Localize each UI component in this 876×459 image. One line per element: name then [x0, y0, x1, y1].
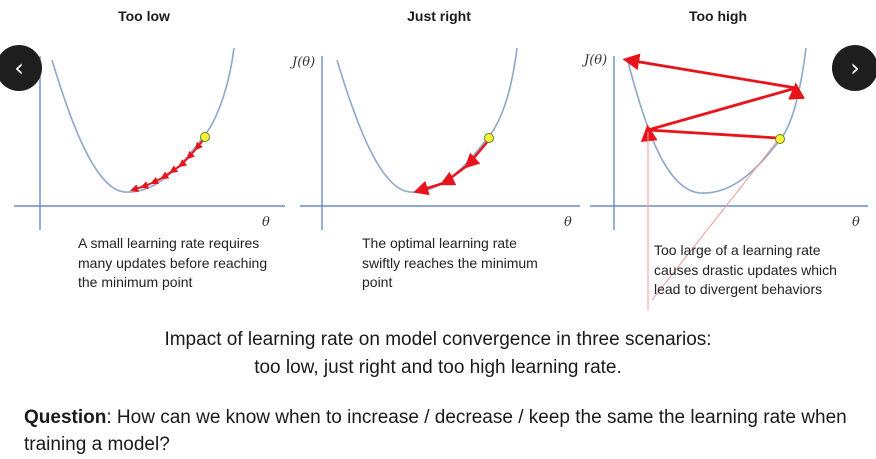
- start-point: [484, 133, 494, 143]
- panel-title-too-low: Too low: [118, 8, 170, 24]
- y-axis-label: J(θ): [581, 53, 607, 68]
- panel-title-too-high: Too high: [688, 8, 748, 24]
- start-point: [775, 134, 785, 144]
- next-slide-button[interactable]: ›: [832, 45, 876, 91]
- cost-curve: [627, 47, 807, 194]
- panel-just-right: J(θ) θ: [289, 47, 580, 230]
- learning-rate-diagram: θ J(θ) θ J(θ) θ: [14, 47, 868, 310]
- leader-line: [651, 139, 779, 301]
- divergent-steps: [622, 53, 806, 143]
- panel-too-low: θ: [14, 47, 285, 230]
- cost-curve: [51, 47, 235, 193]
- summary-line-2: too low, just right and too high learnin…: [254, 357, 622, 378]
- gradient-steps: [413, 140, 489, 196]
- caption-too-low: A small learning rate requires many upda…: [78, 235, 268, 290]
- panel-title-just-right: Just right: [407, 8, 471, 24]
- start-point: [200, 132, 210, 142]
- x-axis-label: θ: [262, 215, 270, 230]
- chevron-right-icon: ›: [850, 54, 860, 82]
- caption-just-right: The optimal learning rate swiftly reache…: [362, 235, 538, 290]
- question-text: Question: How can we know when to increa…: [24, 404, 864, 458]
- summary-line-1: Impact of learning rate on model converg…: [164, 329, 712, 350]
- gradient-steps: [130, 138, 205, 193]
- question-body: : How can we know when to increase / dec…: [24, 407, 847, 455]
- cost-curve: [336, 47, 518, 193]
- previous-slide-button[interactable]: ‹: [0, 45, 42, 91]
- panel-too-high: J(θ) θ: [581, 47, 868, 310]
- caption-too-high: Too large of a learning rate causes dras…: [654, 242, 837, 297]
- y-axis-label: J(θ): [289, 55, 315, 70]
- chevron-left-icon: ‹: [14, 54, 24, 82]
- figure-summary: Impact of learning rate on model converg…: [0, 326, 876, 382]
- x-axis-label: θ: [564, 215, 572, 230]
- question-label: Question: [24, 407, 107, 428]
- x-axis-label: θ: [852, 215, 860, 230]
